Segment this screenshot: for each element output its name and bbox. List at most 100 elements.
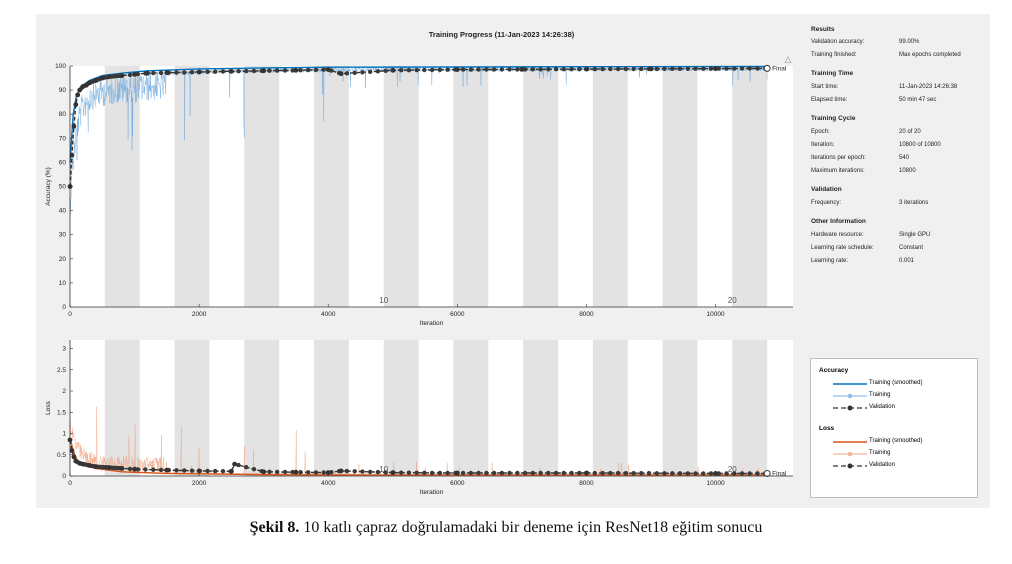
acc-validation-point: [755, 66, 760, 71]
loss-validation-point: [158, 467, 164, 473]
elapsed-time-label: Elapsed time:: [811, 97, 848, 103]
loss-validation-marker: [261, 469, 267, 475]
loss-y-tick-label: 0: [62, 473, 66, 480]
acc-validation-point: [515, 67, 520, 72]
acc-validation-marker: [648, 66, 654, 72]
elapsed-time-value: 50 min 47 sec: [899, 97, 937, 103]
acc-epoch-band: [523, 66, 559, 307]
loss-validation-point: [662, 471, 667, 476]
acc-validation-point: [468, 67, 474, 72]
loss-validation-point: [213, 468, 218, 474]
loss-validation-marker: [119, 466, 124, 471]
loss-validation-point: [251, 467, 257, 472]
acc-y-tick-label: 90: [59, 87, 67, 94]
acc-y-tick-label: 100: [55, 63, 66, 70]
acc-validation-point: [352, 70, 357, 75]
learning-rate-label: Learning rate:: [811, 258, 849, 264]
acc-epoch-band: [732, 66, 768, 307]
acc-x-tick-label: 10000: [706, 311, 724, 318]
legend-accuracy-smoothed: Training (smoothed): [833, 379, 973, 389]
info-panel: Results Validation accuracy: 99.00% Trai…: [811, 24, 986, 284]
acc-x-tick-label: 8000: [579, 311, 594, 318]
training-finished-label: Training finished:: [811, 52, 857, 58]
loss-validation-point: [507, 470, 512, 476]
axes-toolbar-icon[interactable]: △: [785, 55, 792, 65]
loss-y-tick-label: 1.5: [57, 409, 66, 416]
acc-validation-point: [553, 67, 559, 72]
loss-validation-point: [468, 470, 474, 476]
acc-validation-marker: [87, 80, 92, 86]
learning-rate-schedule-value: Constant: [899, 245, 924, 251]
training-progress-window: 10 20 Final 0 10 20 30 40 50 60 70 80 90 100 0 2000 4000…: [36, 14, 990, 508]
loss-y-tick-label: 3: [62, 346, 66, 353]
acc-epoch-band: [592, 66, 628, 307]
loss-validation-point: [546, 470, 551, 476]
loss-epoch-band: [314, 340, 349, 476]
acc-epoch-band: [453, 66, 489, 307]
legend-loss-smoothed-swatch: [833, 441, 867, 443]
loss-validation-marker: [293, 469, 299, 475]
loss-validation-point: [708, 471, 714, 476]
training-cycle-heading: Training Cycle: [811, 115, 856, 122]
loss-validation-point: [460, 470, 466, 476]
training-time-heading: Training Time: [811, 70, 854, 77]
loss-validation-point: [716, 471, 721, 476]
loss-validation-point: [561, 470, 566, 476]
loss-validation-point: [344, 468, 350, 474]
loss-validation-point: [437, 470, 443, 476]
acc-validation-point: [220, 69, 226, 74]
loss-validation-point: [205, 468, 210, 474]
loss-validation-marker: [80, 461, 86, 467]
acc-validation-point: [491, 67, 497, 72]
acc-y-axis-label: Accuracy (%): [45, 167, 52, 206]
hardware-resource-value: Single GPU: [899, 232, 931, 238]
acc-validation-point: [360, 70, 365, 75]
acc-validation-point: [685, 66, 690, 71]
acc-validation-marker: [132, 72, 137, 77]
validation-heading: Validation: [811, 186, 842, 193]
acc-validation-point: [476, 67, 481, 72]
loss-validation-marker: [93, 464, 99, 469]
acc-validation-marker: [77, 87, 83, 93]
loss-validation-marker: [232, 461, 238, 467]
acc-final-marker: [763, 64, 771, 72]
loss-epoch-band: [104, 340, 140, 476]
acc-validation-point: [275, 68, 280, 73]
learning-rate-value: 0.001: [899, 258, 915, 264]
acc-epoch-band: [383, 66, 419, 307]
acc-validation-point: [530, 67, 535, 72]
loss-x-tick-label: 8000: [579, 480, 594, 487]
loss-validation-point: [747, 471, 752, 476]
acc-validation-point: [546, 67, 551, 72]
acc-validation-point: [244, 68, 249, 74]
loss-validation-marker: [325, 470, 331, 475]
acc-validation-point: [615, 66, 621, 72]
legend-loss-training-label: Training: [869, 450, 891, 456]
loss-epoch-band: [592, 340, 628, 476]
loss-validation-point: [639, 471, 644, 476]
loss-validation-point: [182, 468, 187, 473]
acc-validation-point: [608, 66, 613, 72]
loss-validation-point: [414, 470, 419, 475]
loss-validation-point: [352, 469, 357, 474]
other-information-heading: Other Information: [811, 218, 866, 225]
acc-validation-marker: [69, 152, 75, 158]
acc-validation-point: [251, 68, 257, 74]
acc-validation-point: [600, 66, 605, 72]
loss-epoch-band: [732, 340, 768, 476]
loss-final-label: Final: [772, 470, 787, 477]
loss-x-axis-label: Iteration: [420, 489, 444, 496]
acc-validation-point: [654, 66, 659, 72]
acc-validation-marker: [71, 123, 77, 129]
acc-x-tick-label: 0: [68, 311, 72, 318]
loss-epoch-band: [174, 340, 210, 476]
acc-validation-point: [592, 66, 597, 72]
maximum-iterations-value: 10800: [899, 168, 916, 174]
legend-loss-validation: Validation: [833, 461, 973, 471]
loss-validation-point: [553, 470, 559, 476]
frequency-value: 3 iterations: [899, 200, 929, 206]
acc-validation-marker: [75, 92, 81, 98]
legend-accuracy-smoothed-swatch: [833, 383, 867, 385]
acc-validation-marker: [106, 74, 112, 80]
loss-validation-point: [592, 470, 597, 476]
